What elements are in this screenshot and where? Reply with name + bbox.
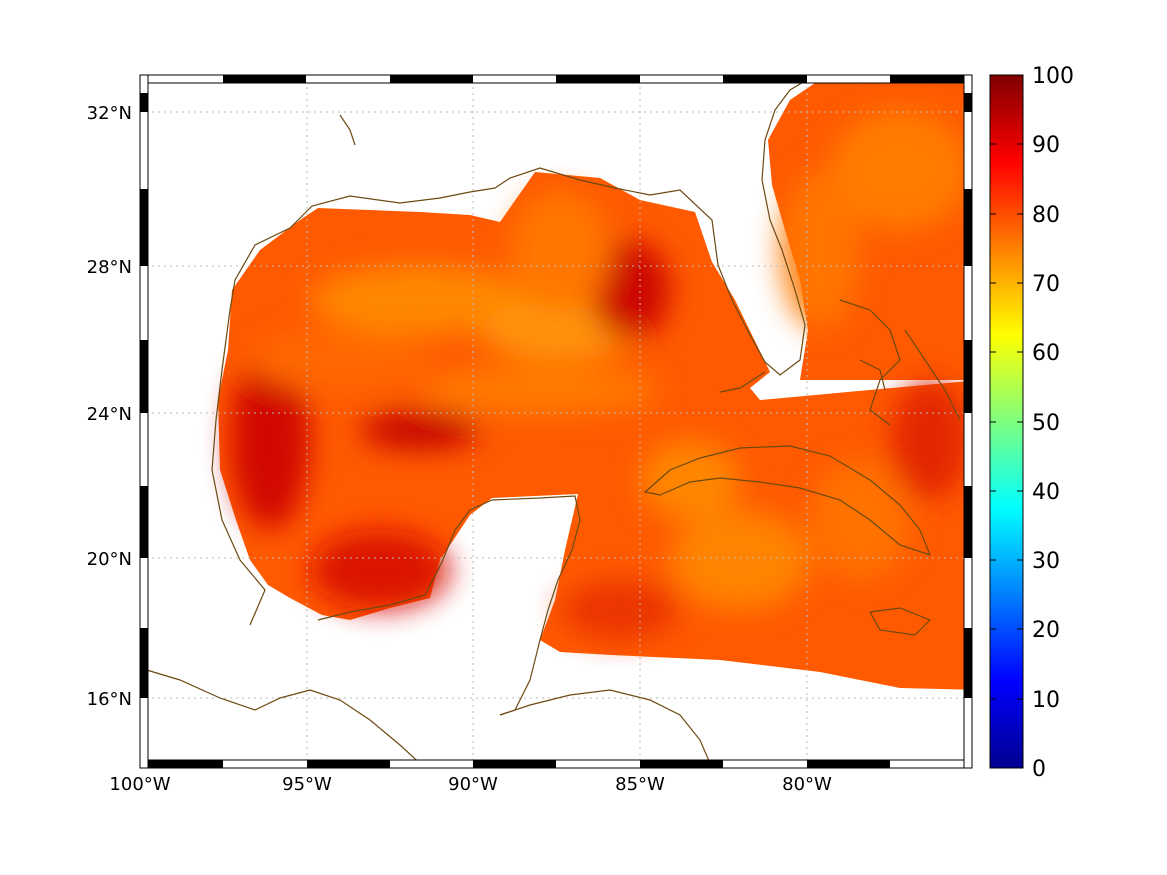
lat-tick: 32°N	[87, 103, 132, 124]
coastlines	[139, 77, 961, 769]
colorbar-tick: 10	[1032, 688, 1060, 713]
map-frame	[139, 74, 973, 769]
lat-tick: 24°N	[87, 404, 132, 425]
colorbar-tick: 90	[1032, 133, 1060, 158]
colorbar-tick: 30	[1032, 549, 1060, 574]
lat-tick: 28°N	[87, 257, 132, 278]
lat-axis: 32°N 28°N 24°N 20°N 16°N	[87, 103, 132, 710]
grid-lines	[140, 75, 972, 768]
colorbar-tick: 80	[1032, 203, 1060, 228]
lat-tick: 20°N	[87, 549, 132, 570]
colorbar-tick: 100	[1032, 64, 1074, 89]
lat-tick: 16°N	[87, 689, 132, 710]
lon-tick: 95°W	[282, 774, 332, 795]
lon-tick: 100°W	[109, 774, 170, 795]
lon-axis: 100°W 95°W 90°W 85°W 80°W	[109, 774, 832, 795]
lon-tick: 90°W	[448, 774, 498, 795]
lon-tick: 80°W	[782, 774, 832, 795]
colorbar-tick: 60	[1032, 341, 1060, 366]
data-field	[218, 83, 972, 690]
colorbar-tick: 40	[1032, 480, 1060, 505]
colorbar-tick: 70	[1032, 272, 1060, 297]
lon-tick: 85°W	[615, 774, 665, 795]
colorbar-tick: 20	[1032, 618, 1060, 643]
colorbar-tick: 50	[1032, 411, 1060, 436]
colorbar: 100 90 80 70 60 50 40 30 20 10 0	[989, 64, 1074, 782]
colorbar-tick: 0	[1032, 757, 1046, 782]
